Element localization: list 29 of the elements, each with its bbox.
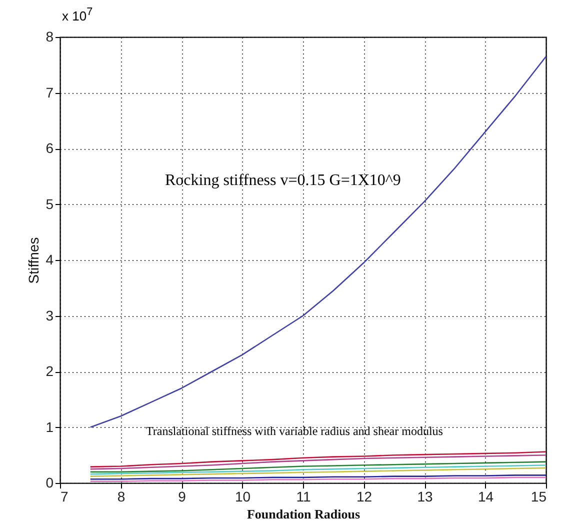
x-tick-label: 12 [356,488,372,504]
text: x 10$^{7}$ [62,6,93,24]
line-series [90,454,547,470]
y-tick-label: 1 [46,418,54,435]
y-tick-label: 7 [46,84,54,100]
x-tick-label: 14 [478,488,494,504]
line-series [90,56,547,428]
line-series [90,467,547,477]
annotation: Translational stiffness with variable radius and shear modulus [146,424,443,439]
y-tick-label: 0 [46,474,54,490]
y-tick-label: 5 [46,196,54,212]
x-tick-label: 8 [117,488,126,504]
y-tick-label: 6 [46,140,54,156]
y-axis-title: Stiffnes [26,237,42,284]
line-series [90,451,547,468]
y-tick-label: 8 [46,28,54,44]
x-tick-label: 9 [178,488,186,504]
x-tick-label: 15 [530,488,547,504]
y-tick-label: 3 [46,307,54,324]
x-tick-label: 10 [234,488,251,504]
y-tick-label: 2 [46,363,54,379]
x-tick-label: 13 [417,488,433,504]
x-tick-label: 7 [60,488,68,504]
line-series [90,461,547,472]
annotation: Rocking stiffness v=0.15 G=1X10^9 [165,172,401,190]
line-series [90,464,547,475]
x-axis-title: Foundation Radious [246,506,360,522]
y-tick-label: 4 [46,252,54,268]
x-tick-label: 11 [296,488,311,504]
